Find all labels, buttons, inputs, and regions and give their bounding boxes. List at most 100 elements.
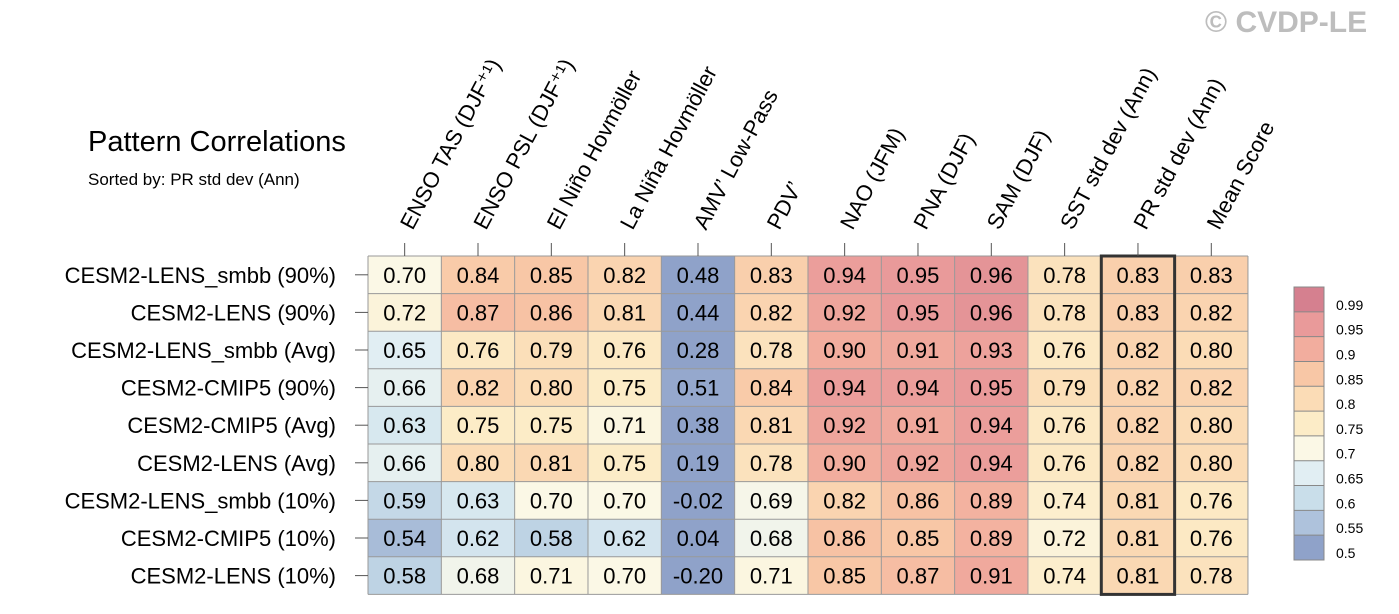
heatmap-cell [954, 444, 1028, 482]
cell-value-label: 0.82 [1117, 413, 1160, 438]
cell-value-label: 0.78 [1190, 564, 1233, 589]
cell-value-label: 0.81 [1117, 526, 1160, 551]
heatmap-cell [441, 293, 515, 332]
heatmap-cell [514, 406, 588, 444]
cell-value-label: 0.78 [750, 451, 793, 476]
heatmap-cell [881, 519, 955, 557]
colorbar-swatch [1294, 287, 1324, 312]
heatmap-cell [587, 481, 662, 520]
heatmap-cell [734, 256, 808, 294]
heatmap-cell [1101, 331, 1175, 369]
heatmap-cell [881, 331, 955, 369]
heatmap-cell [1101, 556, 1175, 595]
cell-value-label: 0.83 [1117, 263, 1160, 288]
heatmap-cell [1174, 293, 1248, 332]
cell-value-label: 0.74 [1043, 564, 1086, 589]
row-label: CESM2-LENS (10%) [131, 564, 336, 589]
heatmap-cell [1101, 481, 1175, 520]
heatmap-cell [1174, 556, 1248, 595]
cell-value-label: 0.93 [970, 338, 1013, 363]
colorbar-label: 0.5 [1336, 545, 1356, 561]
colorbar-swatch [1294, 435, 1324, 461]
row-labels: CESM2-LENS_smbb (90%) CESM2-LENS (90%) CES… [65, 263, 368, 589]
cell-value-label: 0.66 [383, 451, 426, 476]
cell-value-label: 0.54 [383, 526, 426, 551]
heatmap-cell [881, 444, 955, 482]
row-label: CESM2-CMIP5 (90%) [121, 376, 336, 401]
heatmap-cell [587, 331, 662, 369]
column-labels: ENSO TAS (DJF⁺¹)ENSO PSL (DJF⁺¹)El Niño … [395, 54, 1279, 256]
cell-value-label: 0.28 [677, 338, 720, 363]
cell-value-label: 0.81 [530, 451, 573, 476]
heatmap-cell [368, 481, 442, 520]
heatmap-cell [807, 368, 882, 407]
cell-value-label: 0.76 [1190, 488, 1233, 513]
heatmap-cell [661, 293, 735, 332]
heatmap-cell [734, 444, 808, 482]
heatmap-cell [368, 444, 442, 482]
heatmap-cell [514, 481, 588, 520]
heatmap-cell [1101, 368, 1175, 407]
cell-value-labels: 0.70 0.84 0.85 0.82 0.48 0.83 0.94 0.95 0.96 0.78… [383, 263, 1232, 589]
cell-value-label: 0.86 [897, 488, 940, 513]
cell-value-label: 0.90 [823, 451, 866, 476]
cell-value-label: 0.89 [970, 526, 1013, 551]
cell-value-label: 0.70 [603, 564, 646, 589]
heatmap-cell [734, 368, 808, 407]
cell-value-label: 0.76 [1190, 526, 1233, 551]
heatmap-cell [368, 556, 442, 595]
colorbar-label: 0.99 [1336, 297, 1363, 313]
cell-value-label: 0.63 [457, 488, 500, 513]
colorbar-label: 0.8 [1336, 396, 1356, 412]
heatmap-grid [367, 254, 1249, 596]
cell-value-label: 0.76 [603, 338, 646, 363]
row-label: CESM2-LENS_smbb (Avg) [71, 338, 336, 363]
heatmap-cell [734, 519, 808, 557]
cell-value-label: 0.82 [1190, 300, 1233, 325]
colorbar-label: 0.6 [1336, 495, 1356, 511]
cell-value-label: 0.92 [823, 300, 866, 325]
heatmap-cell [661, 368, 735, 407]
cell-value-label: 0.94 [970, 451, 1013, 476]
heatmap-cell [368, 406, 442, 444]
cell-value-label: 0.94 [823, 376, 866, 401]
heatmap-cell [881, 481, 955, 520]
heatmap-cell [1174, 256, 1248, 294]
colorbar-swatch [1294, 510, 1324, 536]
heatmap-cell [881, 256, 955, 294]
heatmap-cell [514, 256, 588, 294]
cell-value-label: 0.92 [897, 451, 940, 476]
heatmap-cell [441, 368, 515, 407]
heatmap-cell [514, 519, 588, 557]
heatmap-cell [881, 406, 955, 444]
cell-value-label: 0.96 [970, 263, 1013, 288]
cell-value-label: 0.95 [970, 376, 1013, 401]
row-label: CESM2-LENS (Avg) [137, 451, 336, 476]
cell-value-label: 0.85 [897, 526, 940, 551]
colorbar-swatch [1294, 485, 1324, 511]
cell-value-label: 0.91 [970, 564, 1013, 589]
heatmap-cell [661, 519, 735, 557]
heatmap-cell [587, 444, 662, 482]
cell-value-label: 0.68 [750, 526, 793, 551]
heatmap-cell [441, 406, 515, 444]
heatmap-cell [1174, 481, 1248, 520]
heatmap-cell [368, 368, 442, 407]
heatmap-cell [441, 481, 515, 520]
heatmap-cell [1027, 444, 1102, 482]
column-label: NAO (JFM) [835, 123, 909, 233]
heatmap-cell [734, 406, 808, 444]
cell-value-label: 0.82 [1190, 376, 1233, 401]
cell-value-label: 0.91 [897, 413, 940, 438]
heatmap-cell [807, 331, 882, 369]
colorbar-label: 0.55 [1336, 520, 1363, 536]
heatmap-cell [807, 519, 882, 557]
cell-value-label: 0.85 [530, 263, 573, 288]
heatmap-cell [1174, 444, 1248, 482]
cell-value-label: 0.75 [530, 413, 573, 438]
cell-value-label: 0.76 [1043, 451, 1086, 476]
cell-value-label: 0.94 [897, 376, 940, 401]
heatmap-cell [954, 293, 1028, 332]
heatmap-cell [734, 481, 808, 520]
column-label: Mean Score [1202, 117, 1280, 233]
